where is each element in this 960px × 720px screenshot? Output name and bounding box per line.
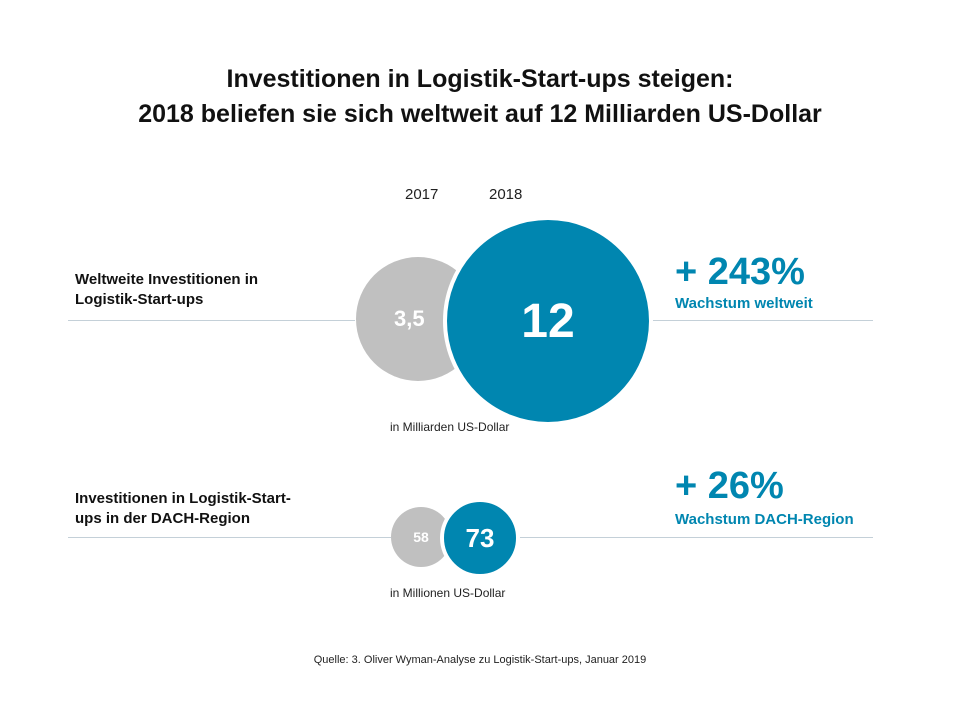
row-label-dach: Investitionen in Logistik-Start- ups in … bbox=[75, 489, 291, 529]
unit-label-dach: in Millionen US-Dollar bbox=[390, 586, 506, 600]
growth-dach-label: Wachstum DACH-Region bbox=[675, 511, 854, 528]
bubble-worldwide-2018-value: 12 bbox=[521, 294, 575, 348]
unit-label-worldwide: in Milliarden US-Dollar bbox=[390, 420, 510, 434]
title-line-1: Investitionen in Logistik-Start-ups stei… bbox=[226, 65, 734, 93]
bubble-dach-2018: 73 bbox=[440, 498, 520, 578]
row-label-worldwide: Weltweite Investitionen in Logistik-Star… bbox=[75, 270, 258, 310]
growth-dach: + 26% bbox=[675, 465, 784, 507]
chart-title: Investitionen in Logistik-Start-ups stei… bbox=[0, 62, 960, 132]
row-label-dach-line-2: ups in der DACH-Region bbox=[75, 510, 250, 527]
row-divider-left-worldwide bbox=[68, 320, 355, 321]
row-divider-left-dach bbox=[68, 537, 391, 538]
bubble-worldwide-2018: 12 bbox=[443, 216, 653, 426]
year-label-2018: 2018 bbox=[489, 186, 523, 203]
bubble-worldwide-2017-value: 3,5 bbox=[394, 306, 425, 331]
row-divider-right-worldwide bbox=[651, 320, 873, 321]
title-line-2: 2018 beliefen sie sich weltweit auf 12 M… bbox=[138, 100, 822, 128]
growth-worldwide: + 243% bbox=[675, 251, 805, 293]
source-note: Quelle: 3. Oliver Wyman-Analyse zu Logis… bbox=[313, 654, 647, 666]
bubble-dach-2018-value: 73 bbox=[465, 522, 495, 553]
row-label-worldwide-line-2: Logistik-Start-ups bbox=[75, 291, 204, 308]
growth-worldwide-label: Wachstum weltweit bbox=[675, 295, 813, 312]
row-label-worldwide-line-1: Weltweite Investitionen in bbox=[75, 271, 259, 288]
row-divider-right-dach bbox=[519, 537, 873, 538]
year-label-2017: 2017 bbox=[405, 186, 439, 203]
bubble-dach-2017-value: 58 bbox=[413, 529, 429, 545]
row-label-dach-line-1: Investitionen in Logistik-Start- bbox=[75, 490, 291, 507]
